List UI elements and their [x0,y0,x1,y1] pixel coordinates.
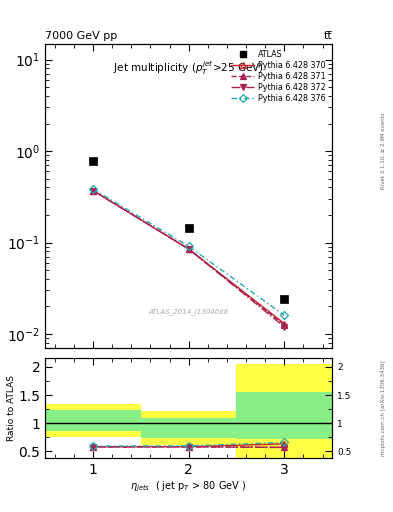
Legend: ATLAS, Pythia 6.428 370, Pythia 6.428 371, Pythia 6.428 372, Pythia 6.428 376: ATLAS, Pythia 6.428 370, Pythia 6.428 37… [229,48,328,105]
Text: ATLAS_2014_I1304688: ATLAS_2014_I1304688 [149,308,229,315]
Y-axis label: d$\sigma$/dn$_\mathrm{jets}$ [pb]: d$\sigma$/dn$_\mathrm{jets}$ [pb] [0,163,4,228]
Text: 7000 GeV pp: 7000 GeV pp [45,31,118,41]
Text: Rivet 3.1.10, ≥ 2.9M events: Rivet 3.1.10, ≥ 2.9M events [381,112,386,188]
ATLAS [186,225,191,231]
Text: mcplots.cern.ch [arXiv:1306.3436]: mcplots.cern.ch [arXiv:1306.3436] [381,360,386,456]
Text: Jet multiplicity ($p_T^{jet}$>25 GeV): Jet multiplicity ($p_T^{jet}$>25 GeV) [113,59,264,77]
ATLAS [91,158,95,164]
X-axis label: $\eta_{jets}$  ( jet p$_T$ > 80 GeV ): $\eta_{jets}$ ( jet p$_T$ > 80 GeV ) [130,480,247,494]
Text: tt̅: tt̅ [323,31,332,41]
Y-axis label: Ratio to ATLAS: Ratio to ATLAS [7,375,16,441]
Line: ATLAS: ATLAS [89,157,288,303]
ATLAS [282,296,286,302]
